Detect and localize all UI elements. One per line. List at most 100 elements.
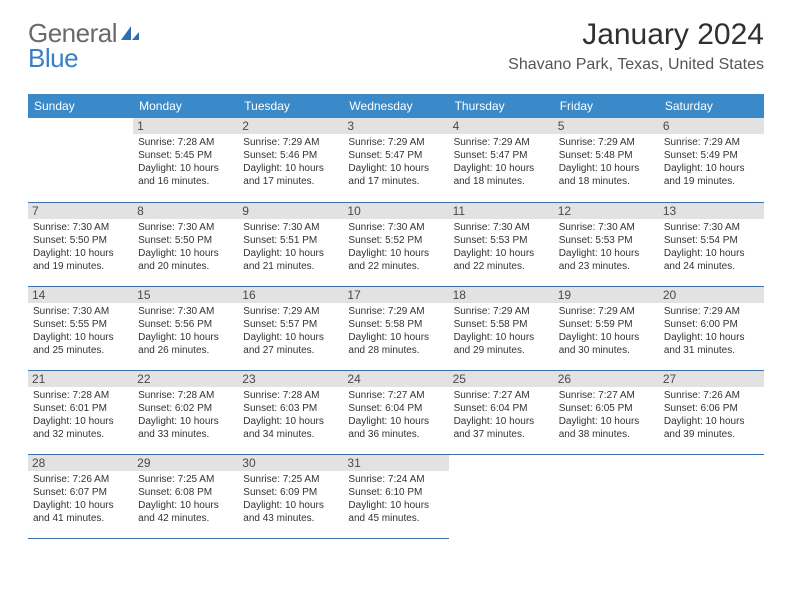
calendar-cell: 17 Sunrise: 7:29 AMSunset: 5:58 PMDayligh… [343, 286, 448, 370]
calendar-cell: 6Sunrise: 7:29 AMSunset: 5:49 PMDaylight… [659, 118, 764, 202]
daylight-line: Daylight: 10 hours and 34 minutes. [243, 415, 338, 441]
sunset-line: Sunset: 6:09 PM [243, 486, 338, 499]
sunrise-line: Sunrise: 7:26 AM [664, 389, 759, 402]
sunset-line: Sunset: 6:01 PM [33, 402, 128, 415]
sunset-line: Sunset: 6:08 PM [138, 486, 233, 499]
daylight-line: Daylight: 10 hours and 25 minutes. [33, 331, 128, 357]
sunrise-line: Sunrise: 7:29 AM [664, 136, 759, 149]
day-number: 14 [28, 287, 133, 303]
calendar-cell: 29 Sunrise: 7:25 AMSunset: 6:08 PMDayligh… [133, 454, 238, 538]
month-year: January 2024 [508, 18, 764, 52]
daylight-line: Daylight: 10 hours and 42 minutes. [138, 499, 233, 525]
sunset-line: Sunset: 6:07 PM [33, 486, 128, 499]
sunrise-line: Sunrise: 7:26 AM [33, 473, 128, 486]
calendar-row: 1Sunrise: 7:28 AMSunset: 5:45 PMDaylight… [28, 118, 764, 202]
calendar-cell: 27Sunrise: 7:26 AMSunset: 6:06 PMDayligh… [659, 370, 764, 454]
sunrise-line: Sunrise: 7:28 AM [138, 389, 233, 402]
calendar-cell: 30 Sunrise: 7:25 AMSunset: 6:09 PMDayligh… [238, 454, 343, 538]
sunrise-line: Sunrise: 7:27 AM [348, 389, 443, 402]
sunrise-line: Sunrise: 7:28 AM [33, 389, 128, 402]
calendar-cell: 20Sunrise: 7:29 AMSunset: 6:00 PMDayligh… [659, 286, 764, 370]
sunset-line: Sunset: 5:46 PM [243, 149, 338, 162]
sunrise-line: Sunrise: 7:30 AM [348, 221, 443, 234]
sunset-line: Sunset: 6:04 PM [348, 402, 443, 415]
calendar-cell: 24Sunrise: 7:27 AMSunset: 6:04 PMDayligh… [343, 370, 448, 454]
calendar-cell: 10Sunrise: 7:30 AMSunset: 5:52 PMDayligh… [343, 202, 448, 286]
sunrise-line: Sunrise: 7:29 AM [664, 305, 759, 318]
daylight-line: Daylight: 10 hours and 31 minutes. [664, 331, 759, 357]
day-number: 28 [28, 455, 133, 471]
sunrise-line: Sunrise: 7:30 AM [33, 305, 128, 318]
day-number: 25 [449, 371, 554, 387]
weekday-header: Saturday [659, 94, 764, 118]
weekday-header: Monday [133, 94, 238, 118]
day-number: 3 [343, 118, 448, 134]
sunset-line: Sunset: 5:53 PM [559, 234, 654, 247]
sunrise-line: Sunrise: 7:24 AM [348, 473, 443, 486]
daylight-line: Daylight: 10 hours and 38 minutes. [559, 415, 654, 441]
logo: General Blue [28, 18, 141, 80]
calendar-cell: 13Sunrise: 7:30 AMSunset: 5:54 PMDayligh… [659, 202, 764, 286]
calendar-cell: 23 Sunrise: 7:28 AMSunset: 6:03 PMDayligh… [238, 370, 343, 454]
calendar-cell: 31Sunrise: 7:24 AMSunset: 6:10 PMDayligh… [343, 454, 448, 538]
daylight-line: Daylight: 10 hours and 43 minutes. [243, 499, 338, 525]
calendar-cell: 5 Sunrise: 7:29 AMSunset: 5:48 PMDaylight… [554, 118, 659, 202]
header: General Blue January 2024 Shavano Park, … [28, 18, 764, 80]
calendar-row: 7Sunrise: 7:30 AMSunset: 5:50 PMDaylight… [28, 202, 764, 286]
day-number: 29 [133, 455, 238, 471]
sunrise-line: Sunrise: 7:27 AM [559, 389, 654, 402]
calendar-cell: 18Sunrise: 7:29 AMSunset: 5:58 PMDayligh… [449, 286, 554, 370]
day-number: 19 [554, 287, 659, 303]
day-number: 24 [343, 371, 448, 387]
sunset-line: Sunset: 6:04 PM [454, 402, 549, 415]
calendar-cell: 26Sunrise: 7:27 AMSunset: 6:05 PMDayligh… [554, 370, 659, 454]
day-number: 30 [238, 455, 343, 471]
daylight-line: Daylight: 10 hours and 18 minutes. [454, 162, 549, 188]
sunset-line: Sunset: 6:06 PM [664, 402, 759, 415]
weekday-header: Thursday [449, 94, 554, 118]
day-number: 11 [449, 203, 554, 219]
calendar-cell: 22Sunrise: 7:28 AMSunset: 6:02 PMDayligh… [133, 370, 238, 454]
daylight-line: Daylight: 10 hours and 17 minutes. [348, 162, 443, 188]
calendar-cell: 14 Sunrise: 7:30 AMSunset: 5:55 PMDayligh… [28, 286, 133, 370]
sunset-line: Sunset: 6:03 PM [243, 402, 338, 415]
day-number: 16 [238, 287, 343, 303]
calendar-cell: 9Sunrise: 7:30 AMSunset: 5:51 PMDaylight… [238, 202, 343, 286]
daylight-line: Daylight: 10 hours and 26 minutes. [138, 331, 233, 357]
sunrise-line: Sunrise: 7:30 AM [138, 221, 233, 234]
day-number: 17 [343, 287, 448, 303]
sunrise-line: Sunrise: 7:29 AM [348, 305, 443, 318]
day-number: 5 [554, 118, 659, 134]
sunrise-line: Sunrise: 7:25 AM [138, 473, 233, 486]
calendar-cell: 1Sunrise: 7:28 AMSunset: 5:45 PMDaylight… [133, 118, 238, 202]
daylight-line: Daylight: 10 hours and 28 minutes. [348, 331, 443, 357]
sunset-line: Sunset: 5:55 PM [33, 318, 128, 331]
sunrise-line: Sunrise: 7:28 AM [243, 389, 338, 402]
calendar-cell: 7Sunrise: 7:30 AMSunset: 5:50 PMDaylight… [28, 202, 133, 286]
sunrise-line: Sunrise: 7:30 AM [243, 221, 338, 234]
daylight-line: Daylight: 10 hours and 18 minutes. [559, 162, 654, 188]
day-number: 6 [659, 118, 764, 134]
day-number: 9 [238, 203, 343, 219]
sunset-line: Sunset: 6:10 PM [348, 486, 443, 499]
calendar-cell: 8Sunrise: 7:30 AMSunset: 5:50 PMDaylight… [133, 202, 238, 286]
day-number: 26 [554, 371, 659, 387]
day-number: 23 [238, 371, 343, 387]
day-number: 13 [659, 203, 764, 219]
day-number: 18 [449, 287, 554, 303]
sunset-line: Sunset: 5:52 PM [348, 234, 443, 247]
calendar-cell: 2Sunrise: 7:29 AMSunset: 5:46 PMDaylight… [238, 118, 343, 202]
day-number: 4 [449, 118, 554, 134]
calendar-cell [554, 454, 659, 538]
daylight-line: Daylight: 10 hours and 41 minutes. [33, 499, 128, 525]
day-number: 1 [133, 118, 238, 134]
sunset-line: Sunset: 6:00 PM [664, 318, 759, 331]
sunrise-line: Sunrise: 7:29 AM [559, 136, 654, 149]
daylight-line: Daylight: 10 hours and 30 minutes. [559, 331, 654, 357]
weekday-header: Friday [554, 94, 659, 118]
sunrise-line: Sunrise: 7:25 AM [243, 473, 338, 486]
logo-sail-icon [119, 24, 141, 47]
sunset-line: Sunset: 5:48 PM [559, 149, 654, 162]
sunrise-line: Sunrise: 7:29 AM [454, 305, 549, 318]
sunset-line: Sunset: 5:58 PM [348, 318, 443, 331]
